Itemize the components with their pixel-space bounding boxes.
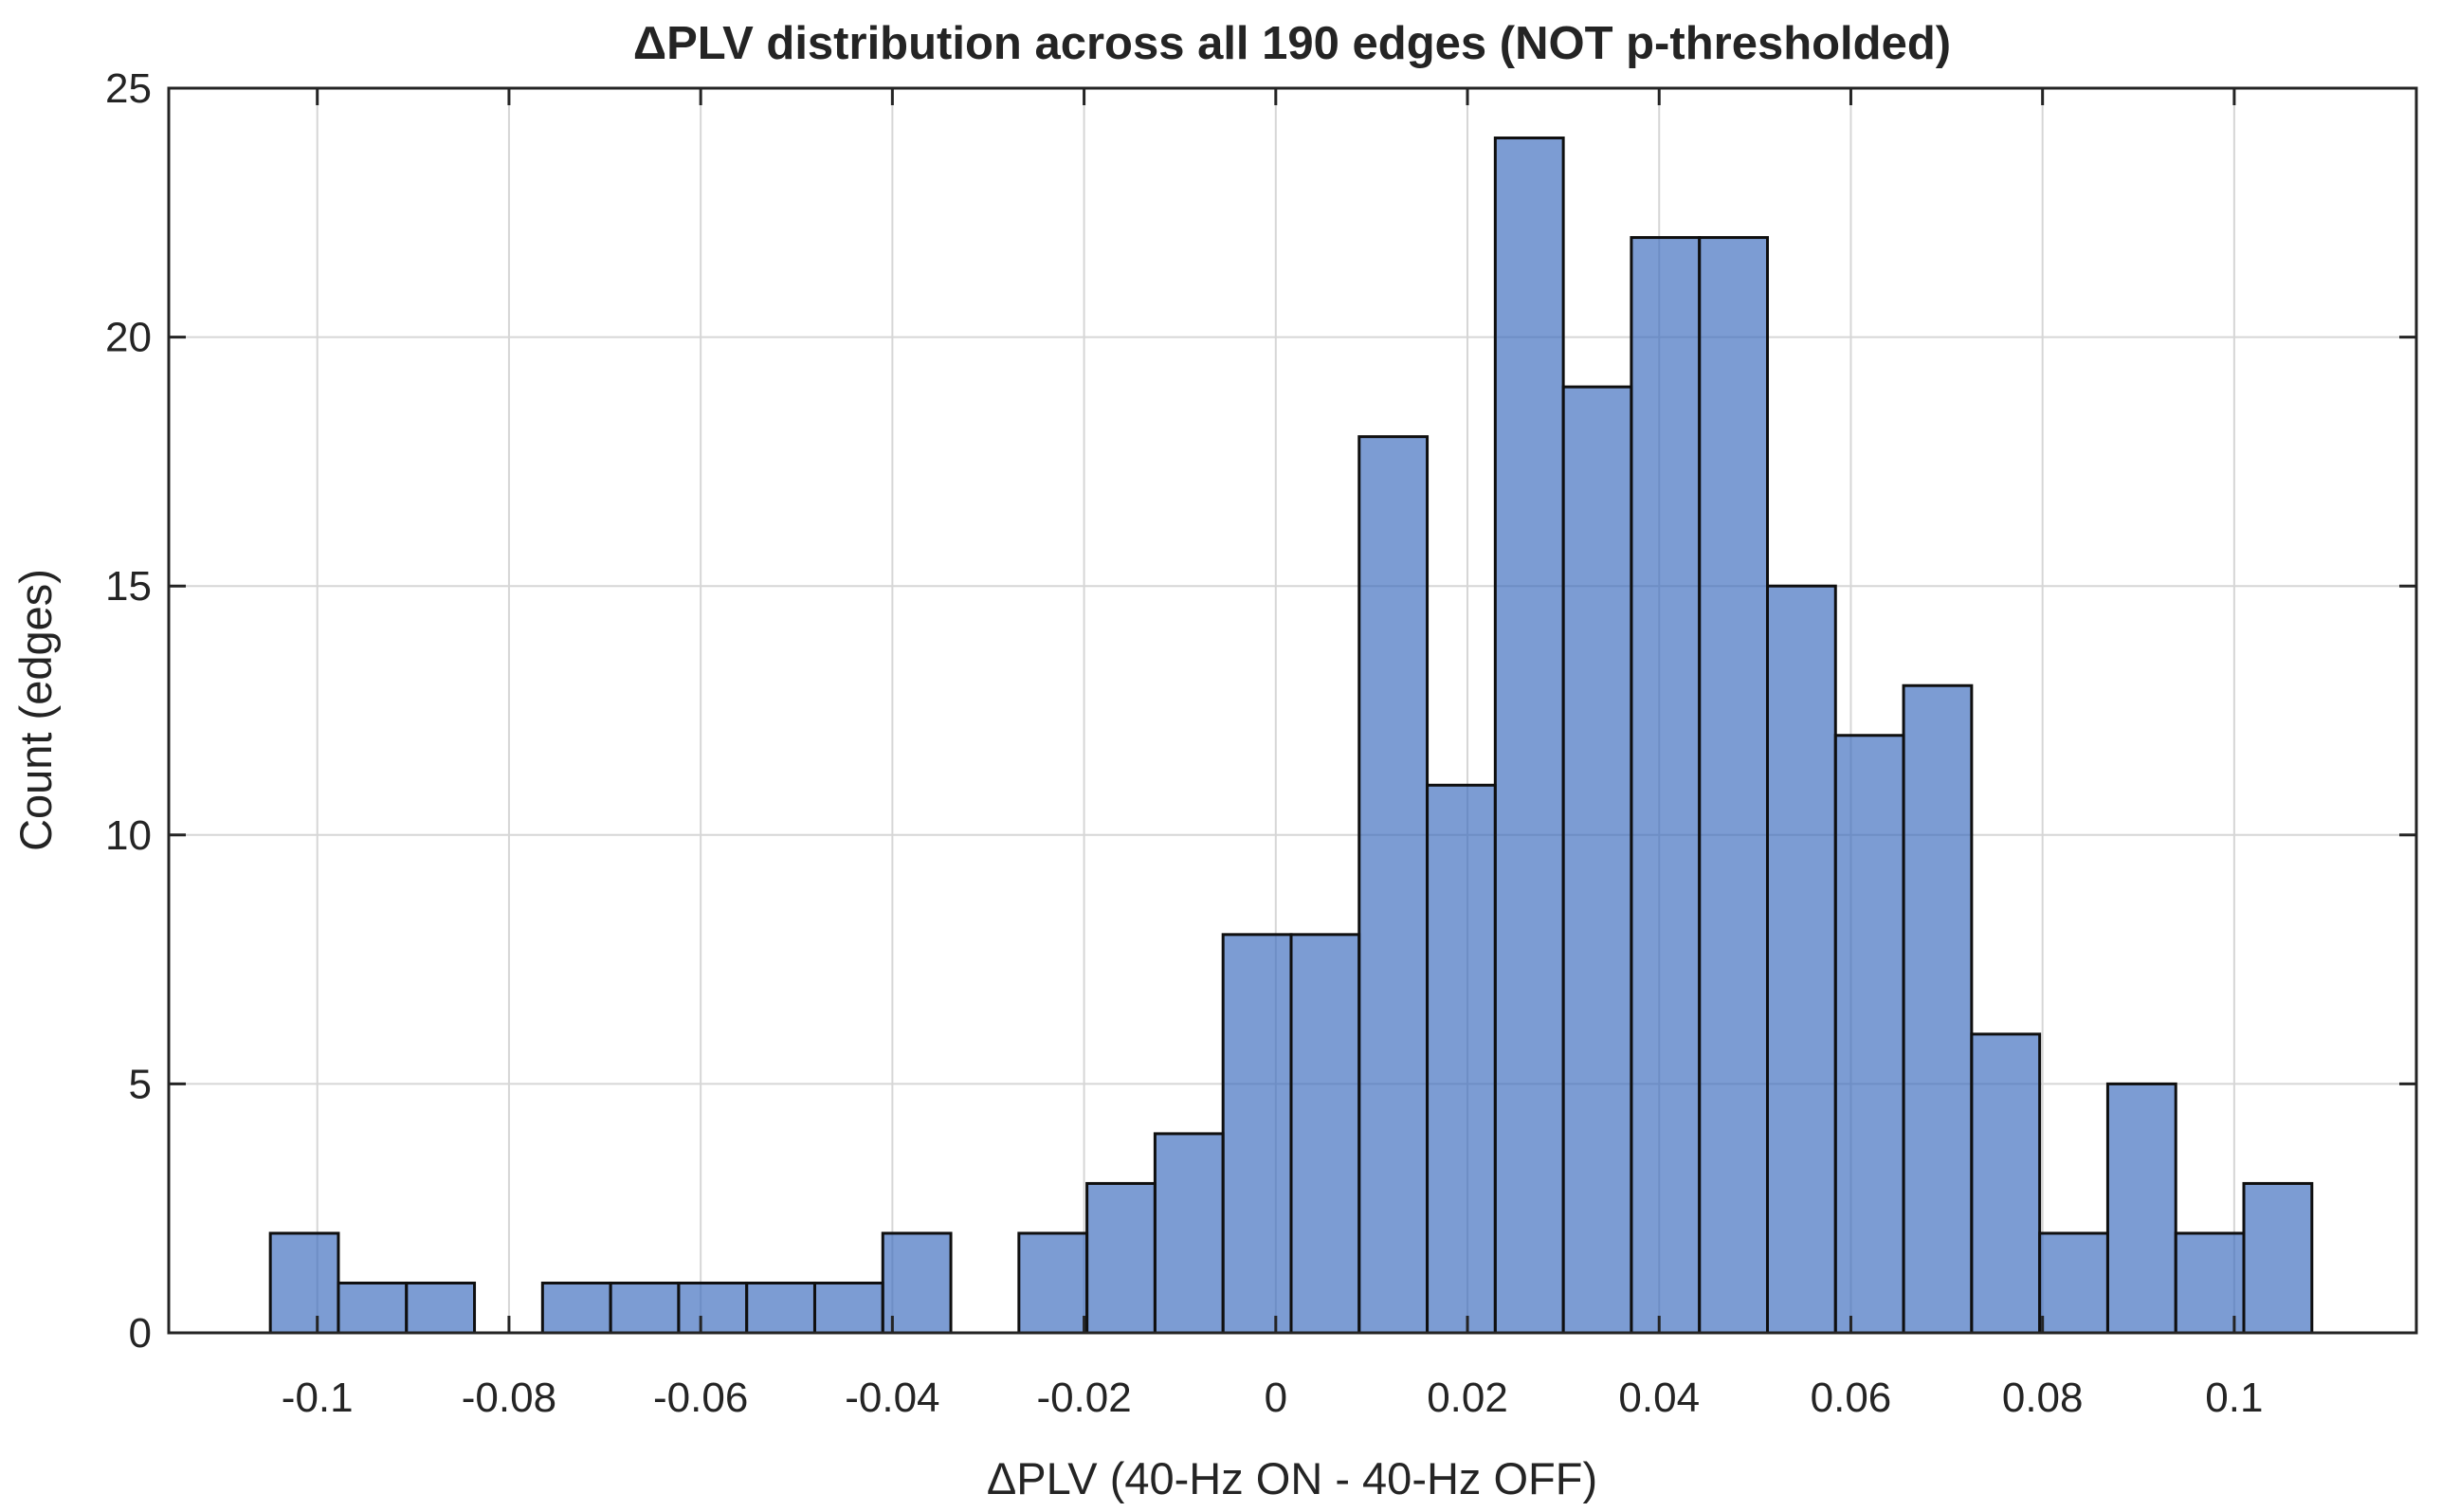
histogram-bar — [1017, 1231, 1089, 1335]
histogram-bar — [337, 1281, 409, 1335]
histogram-bar — [2038, 1231, 2109, 1335]
x-tick-label: 0 — [1265, 1375, 1287, 1421]
y-tick-label: 15 — [105, 563, 152, 610]
y-tick-label: 0 — [129, 1310, 152, 1357]
histogram-bar — [677, 1281, 749, 1335]
x-tick-label: 0.06 — [1811, 1375, 1892, 1421]
x-tick-label: 0.04 — [1618, 1375, 1700, 1421]
y-tick-label: 25 — [105, 65, 152, 112]
y-tick-label: 10 — [105, 812, 152, 859]
histogram-bar — [2242, 1181, 2314, 1335]
chart-title: ΔPLV distribution across all 190 edges (… — [633, 18, 1951, 69]
histogram-bar — [1289, 933, 1361, 1335]
x-tick-label: -0.04 — [845, 1375, 939, 1421]
histogram-bar — [1426, 783, 1497, 1335]
histogram-bar — [1493, 137, 1565, 1335]
histogram-bar — [1085, 1181, 1157, 1335]
y-axis-label: Count (edges) — [10, 569, 61, 851]
histogram-bar — [1765, 584, 1837, 1335]
histogram-bar — [881, 1231, 953, 1335]
y-tick-label: 20 — [105, 315, 152, 361]
histogram-bar — [609, 1281, 681, 1335]
histogram-bar — [1970, 1032, 2042, 1335]
x-tick-label: 0.1 — [2205, 1375, 2263, 1421]
tick-labels-layer: -0.1 -0.08 -0.06 -0.04 -0.02 0 0.02 0.04 0.06 0.0… — [105, 65, 2263, 1421]
histogram-bar — [1561, 385, 1633, 1335]
gridlines-layer — [169, 88, 2416, 1333]
histogram-bar — [1357, 435, 1430, 1335]
histogram-bar — [812, 1281, 884, 1335]
x-tick-label: 0.02 — [1427, 1375, 1508, 1421]
histogram-bar — [1833, 734, 1905, 1335]
histogram-bar — [1153, 1132, 1225, 1335]
histogram-bar — [1221, 933, 1293, 1335]
histogram-bar — [540, 1281, 612, 1335]
x-tick-label: -0.02 — [1036, 1375, 1131, 1421]
x-tick-label: -0.08 — [462, 1375, 556, 1421]
x-tick-label: -0.1 — [282, 1375, 354, 1421]
histogram-bar — [405, 1281, 477, 1335]
histogram-bars-layer — [268, 137, 2314, 1335]
histogram-bar — [745, 1281, 816, 1335]
axes-box — [167, 86, 2418, 1335]
histogram-bar — [1902, 683, 1974, 1335]
axes-frame-layer — [167, 86, 2418, 1335]
histogram-bar — [268, 1231, 340, 1335]
x-axis-label: ΔPLV (40-Hz ON - 40-Hz OFF) — [987, 1453, 1597, 1503]
histogram-bar — [1630, 236, 1702, 1335]
y-tick-label: 5 — [129, 1061, 152, 1107]
x-tick-label: 0.08 — [2002, 1375, 2084, 1421]
histogram-bar — [2105, 1082, 2177, 1335]
histogram-bar — [1698, 236, 1769, 1335]
x-tick-label: -0.06 — [653, 1375, 748, 1421]
